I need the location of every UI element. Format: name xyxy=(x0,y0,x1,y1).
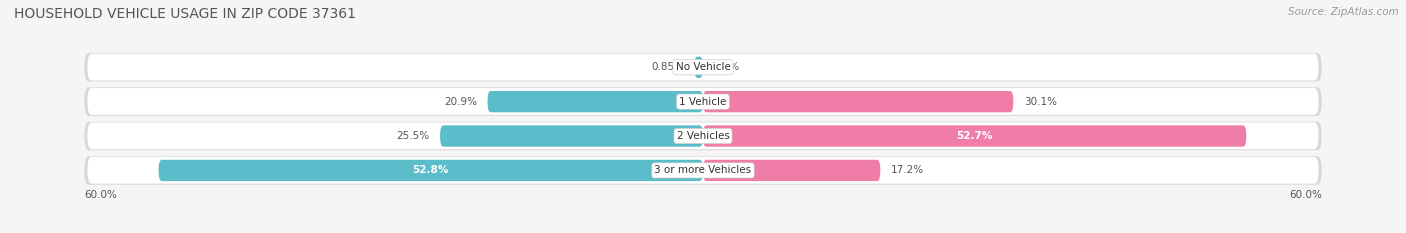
Text: 2 Vehicles: 2 Vehicles xyxy=(676,131,730,141)
Text: 52.8%: 52.8% xyxy=(413,165,449,175)
Text: 3 or more Vehicles: 3 or more Vehicles xyxy=(654,165,752,175)
FancyBboxPatch shape xyxy=(87,54,1319,80)
FancyBboxPatch shape xyxy=(159,160,703,181)
FancyBboxPatch shape xyxy=(87,157,1319,184)
FancyBboxPatch shape xyxy=(84,87,1322,116)
Text: 20.9%: 20.9% xyxy=(444,97,477,107)
Text: 60.0%: 60.0% xyxy=(84,190,117,200)
Text: 25.5%: 25.5% xyxy=(396,131,430,141)
FancyBboxPatch shape xyxy=(84,122,1322,150)
Text: HOUSEHOLD VEHICLE USAGE IN ZIP CODE 37361: HOUSEHOLD VEHICLE USAGE IN ZIP CODE 3736… xyxy=(14,7,356,21)
FancyBboxPatch shape xyxy=(703,160,880,181)
Text: 17.2%: 17.2% xyxy=(890,165,924,175)
FancyBboxPatch shape xyxy=(488,91,703,112)
FancyBboxPatch shape xyxy=(703,125,1246,147)
Text: 1 Vehicle: 1 Vehicle xyxy=(679,97,727,107)
FancyBboxPatch shape xyxy=(84,156,1322,185)
Text: 60.0%: 60.0% xyxy=(1289,190,1322,200)
Text: 52.7%: 52.7% xyxy=(956,131,993,141)
FancyBboxPatch shape xyxy=(440,125,703,147)
FancyBboxPatch shape xyxy=(87,123,1319,149)
FancyBboxPatch shape xyxy=(84,53,1322,82)
FancyBboxPatch shape xyxy=(695,57,703,78)
Text: 0.0%: 0.0% xyxy=(713,62,740,72)
Text: 0.85%: 0.85% xyxy=(651,62,683,72)
Text: No Vehicle: No Vehicle xyxy=(675,62,731,72)
FancyBboxPatch shape xyxy=(703,91,1014,112)
FancyBboxPatch shape xyxy=(87,88,1319,115)
Text: 30.1%: 30.1% xyxy=(1024,97,1057,107)
Text: Source: ZipAtlas.com: Source: ZipAtlas.com xyxy=(1288,7,1399,17)
